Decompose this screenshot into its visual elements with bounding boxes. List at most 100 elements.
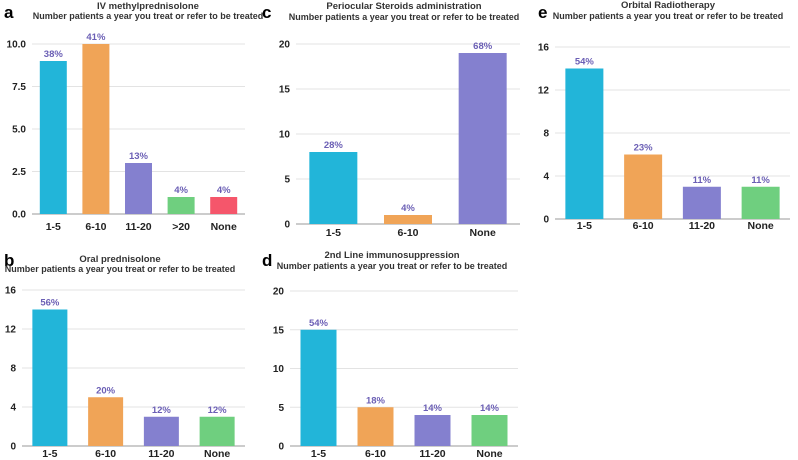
x-tick-label: 1-5	[46, 221, 61, 233]
chart-subtitle: Number patients a year you treat or refe…	[553, 11, 784, 21]
chart-subtitle: Number patients a year you treat or refe…	[289, 12, 520, 22]
bar-None	[210, 197, 238, 214]
bar-15	[565, 68, 604, 219]
x-tick-label: 6-10	[365, 448, 386, 460]
y-tick-label: 16	[538, 43, 550, 54]
x-tick-label: 11-20	[689, 220, 715, 232]
chart-title: 2nd Line immunosuppression	[324, 250, 459, 261]
data-label: 20%	[96, 385, 116, 396]
x-tick-label: 1-5	[326, 227, 341, 239]
data-label: 13%	[129, 151, 149, 162]
x-tick-label: None	[476, 448, 502, 460]
bar-610	[88, 397, 124, 446]
data-label: 38%	[44, 49, 64, 60]
bar-15	[309, 152, 358, 224]
y-tick-label: 7.5	[12, 82, 26, 93]
bar-1120	[125, 163, 152, 214]
bar-None	[199, 416, 235, 446]
y-tick-label: 5	[278, 403, 284, 414]
x-tick-label: 6-10	[633, 220, 654, 232]
x-tick-label: 6-10	[95, 448, 116, 460]
bar-None	[458, 53, 507, 224]
data-label: 12%	[152, 405, 172, 416]
y-tick-label: 10.0	[7, 40, 27, 51]
data-label: 14%	[423, 403, 443, 414]
y-tick-label: 2.5	[12, 167, 26, 178]
data-label: 4%	[174, 185, 188, 196]
y-tick-label: 0	[278, 442, 284, 453]
bar-1120	[143, 416, 179, 446]
y-tick-label: 12	[5, 325, 17, 336]
bar-None	[471, 415, 508, 446]
y-tick-label: 10	[279, 130, 291, 141]
y-tick-label: 16	[5, 286, 17, 297]
y-tick-label: 0.0	[12, 210, 26, 221]
y-tick-label: 8	[10, 364, 16, 375]
chart-title: Periocular Steroids administration	[326, 1, 481, 12]
data-label: 4%	[401, 203, 415, 214]
bar-None	[741, 186, 780, 219]
y-tick-label: 15	[279, 85, 291, 96]
chart-subtitle: Number patients a year you treat or refe…	[277, 261, 508, 271]
y-tick-label: 12	[538, 86, 550, 97]
y-tick-label: 20	[279, 40, 291, 51]
bar-610	[357, 407, 394, 446]
x-tick-label: 1-5	[311, 448, 326, 460]
data-label: 11%	[693, 175, 712, 186]
y-tick-label: 0	[10, 442, 16, 453]
data-label: 18%	[366, 395, 386, 406]
panel-letter: b	[4, 251, 14, 270]
bar-610	[384, 215, 432, 224]
y-tick-label: 8	[543, 129, 549, 140]
chart-title: Oral prednisolone	[79, 254, 160, 265]
x-tick-label: 1-5	[42, 448, 57, 460]
y-tick-label: 0	[284, 220, 290, 231]
bar-1120	[682, 186, 721, 219]
data-label: 68%	[473, 41, 493, 52]
bar-15	[39, 61, 67, 214]
data-label: 54%	[575, 57, 595, 68]
x-tick-label: None	[211, 221, 237, 233]
x-tick-label: 1-5	[577, 220, 592, 232]
x-tick-label: 6-10	[397, 227, 418, 239]
bar-610	[82, 44, 110, 214]
data-label: 54%	[309, 318, 329, 329]
bar-15	[300, 329, 337, 446]
chart-subtitle: Number patients a year you treat or refe…	[5, 264, 236, 274]
panel-letter: d	[262, 251, 272, 270]
panel-letter: e	[538, 3, 547, 22]
data-label: 56%	[40, 298, 60, 309]
data-label: 41%	[86, 32, 106, 43]
chart-title: IV methylprednisolone	[97, 1, 199, 12]
y-tick-label: 5	[284, 175, 290, 186]
data-label: 23%	[634, 143, 654, 154]
data-label: 11%	[751, 175, 770, 186]
y-tick-label: 0	[543, 215, 549, 226]
bar-1120	[414, 415, 451, 446]
x-tick-label: None	[204, 448, 230, 460]
x-tick-label: None	[748, 220, 774, 232]
panel-letter: a	[4, 3, 14, 22]
x-tick-label: 6-10	[85, 221, 106, 233]
x-tick-label: 11-20	[419, 448, 445, 460]
bar-15	[32, 309, 68, 446]
x-tick-label: >20	[172, 221, 190, 233]
data-label: 12%	[208, 405, 228, 416]
y-tick-label: 4	[543, 172, 549, 183]
data-label: 28%	[324, 140, 344, 151]
y-tick-label: 15	[273, 325, 285, 336]
bar-610	[624, 154, 663, 219]
bar-20	[167, 197, 195, 214]
x-tick-label: None	[470, 227, 496, 239]
chart-subtitle: Number patients a year you treat or refe…	[33, 11, 264, 21]
chart-panel-c: c Periocular Steroids administrationNumbe…	[262, 1, 520, 239]
data-label: 14%	[480, 403, 500, 414]
y-tick-label: 5.0	[12, 125, 26, 136]
x-tick-label: 11-20	[125, 221, 151, 233]
data-label: 4%	[217, 185, 231, 196]
